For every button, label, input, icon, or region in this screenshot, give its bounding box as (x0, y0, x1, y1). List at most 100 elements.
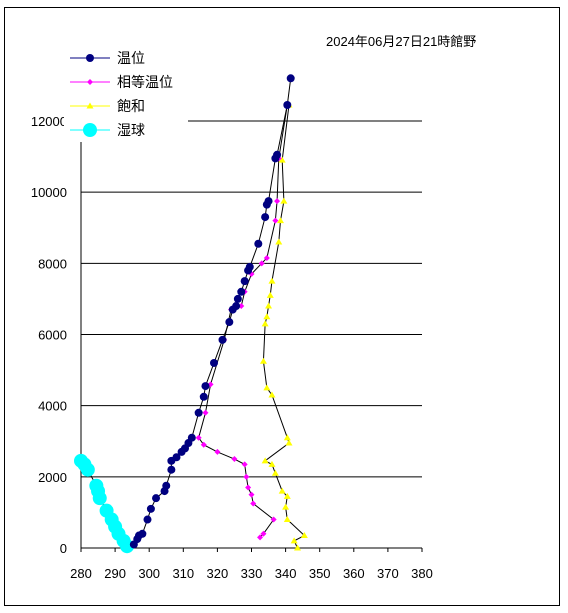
data-point-series-1 (258, 260, 265, 267)
y-tick-label: 10000 (31, 185, 67, 200)
data-point-series-1 (231, 456, 238, 463)
data-point-series-2 (268, 460, 276, 467)
data-point-series-0 (286, 74, 295, 83)
series-lines (80, 78, 306, 549)
legend-label: 相等温位 (117, 74, 173, 91)
data-point-series-0 (143, 515, 152, 524)
data-point-series-1 (270, 516, 277, 523)
data-point-series-2 (268, 277, 276, 284)
data-point-series-0 (194, 408, 203, 417)
data-point-series-1 (274, 198, 281, 205)
data-point-series-0 (233, 294, 242, 303)
data-point-series-2 (261, 457, 269, 464)
y-tick-label: 0 (60, 541, 67, 556)
data-point-series-0 (187, 433, 196, 442)
data-point-series-1 (202, 409, 209, 416)
data-point-series-0 (273, 150, 282, 159)
data-point-series-0 (237, 287, 246, 296)
data-point-series-2 (275, 238, 283, 245)
series-markers (74, 74, 308, 554)
data-point-series-2 (283, 434, 291, 441)
data-point-series-2 (263, 384, 271, 391)
data-point-series-2 (290, 537, 298, 544)
data-point-series-0 (146, 504, 155, 513)
data-point-series-0 (162, 481, 171, 490)
series-line-0 (133, 78, 292, 545)
x-tick-label: 300 (138, 566, 160, 581)
x-tick-label: 310 (172, 566, 194, 581)
data-point-series-1 (241, 461, 248, 468)
data-point-series-1 (260, 530, 267, 537)
y-tick-label: 4000 (38, 399, 67, 414)
data-point-series-2 (280, 197, 288, 204)
data-point-series-2 (282, 503, 290, 510)
data-point-series-2 (259, 357, 267, 364)
data-point-series-1 (257, 534, 264, 541)
data-point-series-3 (74, 453, 88, 468)
data-point-series-0 (218, 335, 227, 344)
axes: 0 2000 4000 6000 8000 10000 12000 280 290 300 310 3… (31, 114, 433, 581)
data-point-series-0 (245, 262, 254, 271)
y-tick-label: 12000 (31, 114, 67, 129)
data-point-series-2 (266, 291, 274, 298)
legend-label: 湿球 (117, 123, 145, 139)
legend-label: 飽和 (117, 98, 145, 115)
data-point-series-3 (89, 478, 104, 493)
y-tick-label: 8000 (38, 256, 67, 271)
x-tick-label: 350 (309, 566, 331, 581)
data-point-series-2 (276, 217, 284, 224)
data-point-series-2 (283, 516, 291, 523)
x-tick-label: 290 (104, 566, 126, 581)
data-point-series-2 (285, 439, 293, 446)
data-point-series-0 (201, 382, 210, 391)
data-point-series-0 (209, 358, 218, 367)
x-tick-label: 380 (411, 566, 433, 581)
series-line-2 (262, 104, 306, 549)
data-point-series-0 (225, 318, 234, 327)
data-point-series-0 (283, 100, 292, 109)
legend-marker (83, 123, 97, 137)
y-tick-label: 2000 (38, 470, 67, 485)
data-point-series-2 (263, 313, 271, 320)
data-point-series-0 (264, 197, 273, 206)
data-point-series-0 (240, 277, 249, 286)
x-tick-label: 370 (377, 566, 399, 581)
data-point-series-0 (254, 239, 263, 248)
x-tick-label: 280 (70, 566, 92, 581)
data-point-series-1 (272, 217, 279, 224)
data-point-series-0 (232, 302, 241, 311)
chart-title: 2024年06月27日21時館野 (326, 34, 476, 49)
data-point-series-1 (214, 448, 221, 455)
data-point-series-0 (261, 213, 270, 222)
data-point-series-2 (268, 391, 276, 398)
data-point-series-1 (248, 491, 255, 498)
data-point-series-2 (294, 544, 302, 551)
data-point-series-1 (200, 441, 207, 448)
data-point-series-1 (250, 500, 257, 507)
data-point-series-0 (167, 465, 176, 474)
data-point-series-0 (138, 529, 147, 538)
data-point-series-2 (265, 302, 273, 309)
data-point-series-2 (278, 156, 286, 163)
data-point-series-1 (263, 254, 270, 261)
x-tick-label: 330 (241, 566, 263, 581)
data-point-series-2 (261, 320, 269, 327)
legend-label: 温位 (117, 51, 145, 67)
x-tick-label: 360 (343, 566, 365, 581)
legend-marker (87, 79, 93, 85)
data-point-series-2 (271, 469, 279, 476)
x-tick-label: 340 (275, 566, 297, 581)
legend-marker (86, 54, 94, 62)
data-point-series-0 (172, 453, 181, 462)
y-tick-label: 6000 (38, 328, 67, 343)
data-point-series-0 (199, 392, 208, 401)
data-point-series-1 (195, 434, 202, 441)
data-point-series-0 (152, 494, 161, 503)
data-point-series-1 (245, 484, 252, 491)
data-point-series-2 (283, 492, 291, 499)
data-point-series-2 (278, 487, 286, 494)
data-point-series-3 (99, 503, 114, 518)
data-point-series-1 (243, 473, 250, 480)
